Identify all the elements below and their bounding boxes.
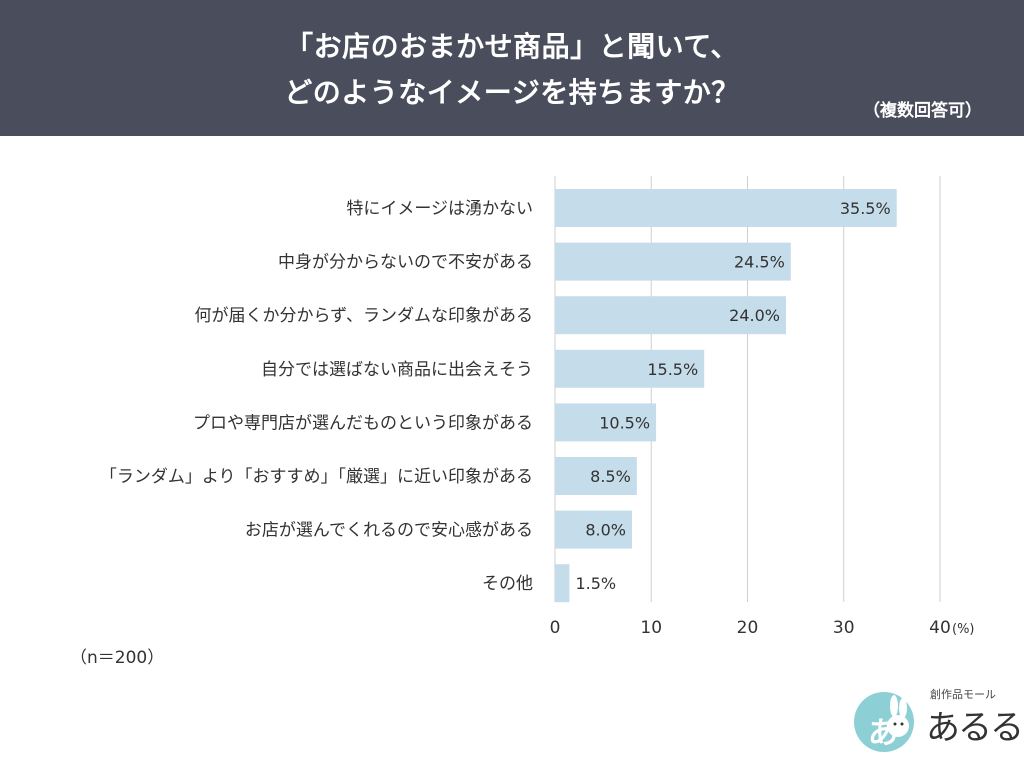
data-label: 1.5% [575, 574, 616, 593]
unit-label: (%) [952, 622, 975, 636]
logo-tagline: 創作品モール [930, 688, 996, 701]
logo-name: あるる [926, 708, 1024, 748]
data-label: 24.0% [729, 306, 780, 325]
category-label: 自分では選ばない商品に出会えそう [261, 360, 533, 380]
data-label: 10.5% [599, 413, 650, 432]
x-tick-label: 10 [640, 618, 662, 636]
bar [555, 296, 786, 335]
title-line-2: どのようなイメージを持ちますか？ [284, 76, 740, 109]
bar [555, 510, 632, 549]
bar [555, 457, 637, 495]
category-label: プロや専門店が選んだものという印象がある [193, 413, 533, 433]
data-label: 15.5% [647, 360, 698, 379]
data-label: 35.5% [840, 199, 891, 218]
multiple-answer-note: （複数回答可） [863, 101, 982, 121]
rabbit-icon: あ [854, 692, 914, 752]
category-label: お店が選んでくれるので安心感がある [245, 521, 533, 541]
title-line-1: 「お店のおまかせ商品」と聞いて、 [285, 30, 739, 63]
x-tick-label: 0 [550, 618, 561, 636]
category-label: 「ランダム」より「おすすめ」「厳選」に近い印象がある [100, 467, 533, 487]
x-tick-label: 40 [929, 618, 951, 636]
data-label: 8.0% [585, 521, 626, 540]
logo-mark: あ [868, 716, 898, 751]
data-label: 8.5% [590, 467, 631, 486]
chart-title: 「お店のおまかせ商品」と聞いて、 どのようなイメージを持ちますか？ [0, 24, 1024, 116]
bar [555, 349, 705, 388]
x-tick-label: 20 [737, 618, 759, 636]
bar [555, 403, 657, 442]
data-label: 24.5% [734, 253, 785, 272]
header-banner: 「お店のおまかせ商品」と聞いて、 どのようなイメージを持ちますか？ （複数回答可… [0, 0, 1024, 136]
bar [555, 189, 897, 227]
category-label: 中身が分からないので不安がある [278, 253, 533, 273]
bar-chart: 35.5% 特にイメージは湧かない 24.5% 中身が分からないので不安がある 24.0… [100, 176, 975, 636]
category-label: その他 [482, 574, 533, 594]
x-tick-label: 30 [833, 618, 855, 636]
category-label: 何が届くか分からず、ランダムな印象がある [195, 306, 533, 326]
category-label: 特にイメージは湧かない [346, 199, 533, 219]
logo: あ 創作品モール あるる [846, 684, 1024, 756]
bar [555, 242, 791, 281]
sample-size-label: （n＝200） [70, 648, 165, 668]
bar [555, 564, 570, 603]
